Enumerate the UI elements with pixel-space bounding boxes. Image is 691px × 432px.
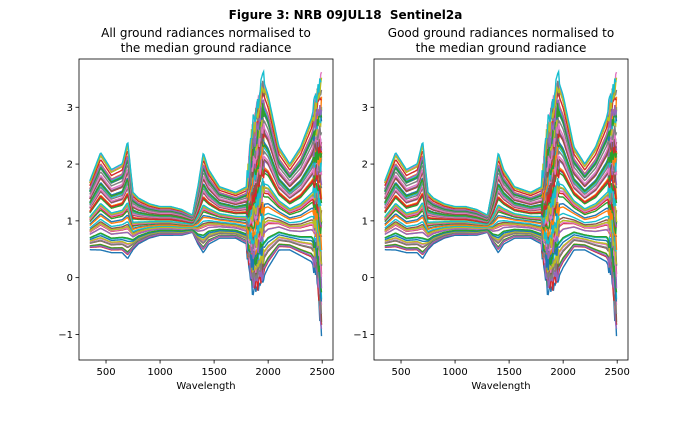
series-line — [89, 96, 323, 218]
x-tick-label: 1500 — [496, 367, 521, 378]
axes-frame — [373, 58, 629, 361]
series-line — [384, 198, 618, 238]
y-tick-label: 2 — [362, 160, 368, 171]
x-tick-label: 2000 — [255, 367, 280, 378]
chart-1: 500 1000 1500 2000 2500 −1 0 1 2 3 Wavelength All g… — [58, 26, 335, 392]
series-line — [384, 214, 618, 265]
x-tick-label: 2500 — [604, 367, 629, 378]
x-tick-label: 1000 — [442, 367, 467, 378]
series-line — [89, 210, 323, 266]
y-tick-label: 3 — [67, 103, 73, 114]
y-tick-label: 1 — [362, 216, 368, 227]
x-tick-label: 500 — [391, 367, 410, 378]
series-line — [89, 208, 323, 252]
x-tick-label: 1000 — [147, 367, 172, 378]
axes-frame — [78, 58, 334, 361]
series-line — [384, 231, 618, 329]
figure-title: Figure 3: NRB 09JUL18 Sentinel2a — [228, 8, 463, 22]
chart-title-line: the median ground radiance — [121, 41, 292, 55]
series-line — [89, 69, 322, 216]
series-line — [384, 201, 618, 251]
series-line — [384, 228, 618, 293]
x-axis-label: Wavelength — [176, 381, 235, 392]
series-line — [384, 223, 618, 289]
y-tick-label: 3 — [362, 103, 368, 114]
series-group — [89, 69, 323, 337]
series-line — [384, 220, 618, 277]
chart-title-line: the median ground radiance — [416, 41, 587, 55]
y-tick-label: −1 — [353, 330, 368, 341]
x-axis-label: Wavelength — [471, 381, 530, 392]
y-tick-label: 0 — [362, 273, 368, 284]
series-line — [89, 220, 323, 277]
series-line — [384, 229, 618, 314]
chart-title-line: Good ground radiances normalised to — [388, 26, 614, 40]
series-line — [89, 231, 323, 337]
series-line — [384, 136, 618, 222]
series-line — [384, 165, 618, 224]
series-line — [89, 231, 323, 329]
x-tick-label: 500 — [96, 367, 115, 378]
chart-title-line: All ground radiances normalised to — [101, 26, 311, 40]
y-tick-label: 0 — [67, 273, 73, 284]
y-tick-label: 2 — [67, 160, 73, 171]
series-line — [384, 208, 618, 252]
series-line — [384, 178, 617, 226]
series-line — [384, 231, 618, 337]
series-line — [89, 178, 322, 226]
chart-2: 500 1000 1500 2000 2500 −1 0 1 2 3 Wavelength Good … — [353, 26, 630, 392]
x-tick-label: 1500 — [201, 367, 226, 378]
series-line — [384, 229, 618, 302]
series-group — [384, 69, 618, 337]
x-tick-label: 2500 — [309, 367, 334, 378]
series-line — [89, 198, 323, 238]
x-tick-label: 2000 — [550, 367, 575, 378]
series-line — [89, 214, 323, 265]
series-line — [89, 229, 323, 300]
series-line — [89, 229, 323, 302]
series-line — [384, 210, 618, 266]
series-line — [89, 229, 323, 314]
series-line — [384, 96, 618, 218]
series-line — [384, 229, 618, 300]
series-line — [89, 223, 323, 289]
series-line — [384, 69, 617, 216]
y-tick-label: −1 — [58, 330, 73, 341]
series-line — [89, 201, 323, 251]
series-line — [89, 228, 323, 293]
series-line — [89, 136, 323, 222]
y-tick-label: 1 — [67, 216, 73, 227]
series-line — [89, 165, 323, 224]
